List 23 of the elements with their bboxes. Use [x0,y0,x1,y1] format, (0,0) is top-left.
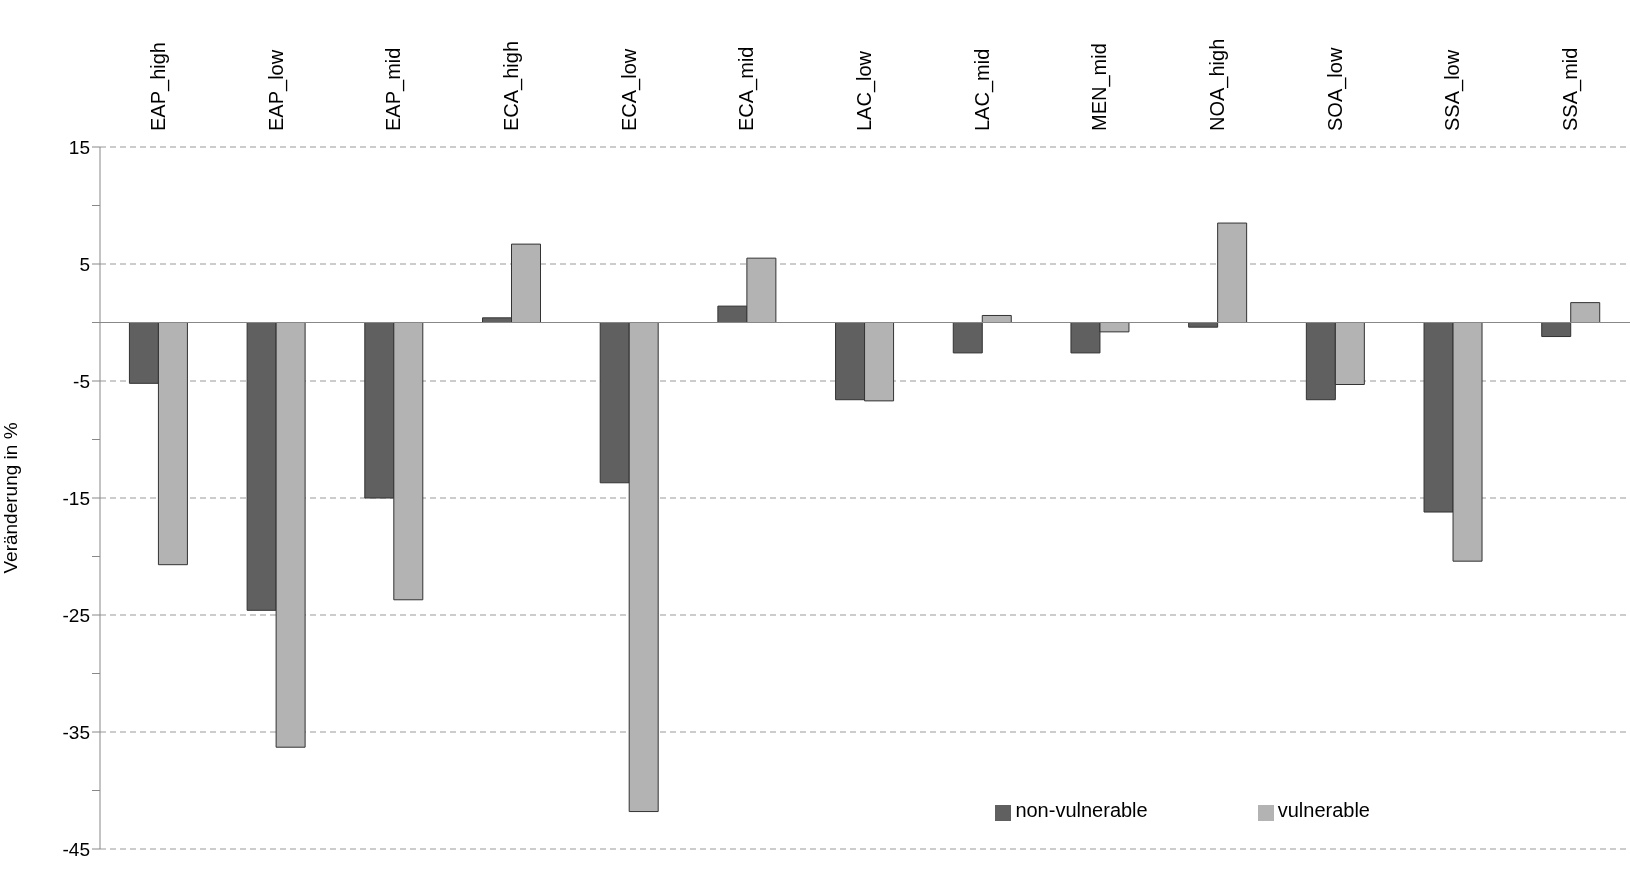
x-tick-label: EAP_high [146,42,170,131]
x-tick-label: EAP_low [264,49,288,131]
x-tick-label: MEN_mid [1088,43,1112,131]
y-tick-label: -5 [73,370,90,392]
x-tick-label: SSA_mid [1559,47,1583,131]
x-tick-label: NOA_high [1206,38,1230,131]
y-tick-label: -35 [62,721,90,743]
x-tick-label: LAC_low [853,50,876,131]
x-tick-label: ECA_low [617,48,641,131]
y-tick-label: -15 [62,487,90,509]
y-axis-title: Veränderung in % [0,422,21,574]
y-tick-label: 15 [68,136,90,158]
y-tick-label: -45 [62,838,90,860]
x-tick-label: LAC_mid [970,48,994,131]
y-tick-label: -25 [62,604,90,626]
x-tick-label: SOA_low [1323,47,1347,131]
x-tick-label: EAP_mid [382,47,406,131]
legend-label: non-vulnerable [1015,799,1148,821]
y-tick-label: 5 [79,253,90,275]
x-tick-label: ECA_mid [735,46,759,131]
legend-label: vulnerable [1277,799,1370,821]
x-tick-label: ECA_high [499,40,523,131]
x-tick-label: SSA_low [1441,49,1465,131]
